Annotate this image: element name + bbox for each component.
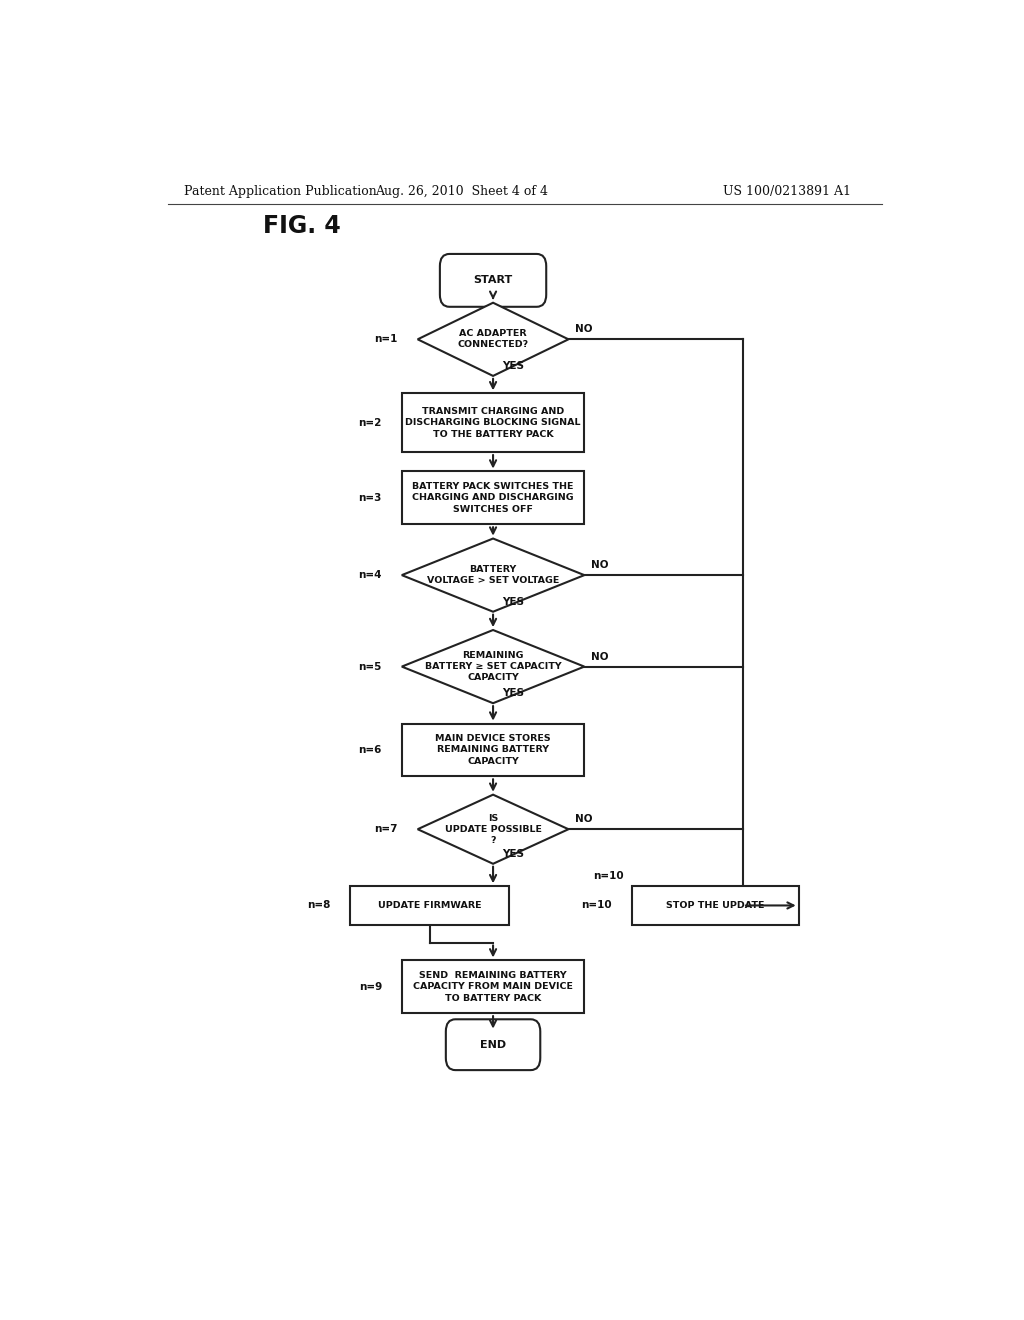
Polygon shape	[418, 302, 568, 376]
Polygon shape	[401, 630, 585, 704]
Text: n=3: n=3	[358, 492, 382, 503]
Text: YES: YES	[503, 849, 524, 859]
Text: n=8: n=8	[307, 900, 331, 911]
Text: REMAINING
BATTERY ≥ SET CAPACITY
CAPACITY: REMAINING BATTERY ≥ SET CAPACITY CAPACIT…	[425, 651, 561, 682]
Text: US 100/0213891 A1: US 100/0213891 A1	[723, 185, 851, 198]
FancyBboxPatch shape	[440, 253, 546, 306]
Text: BATTERY PACK SWITCHES THE
CHARGING AND DISCHARGING
SWITCHES OFF: BATTERY PACK SWITCHES THE CHARGING AND D…	[413, 482, 573, 513]
Text: STOP THE UPDATE: STOP THE UPDATE	[666, 902, 765, 909]
Text: FIG. 4: FIG. 4	[263, 214, 341, 239]
Text: TRANSMIT CHARGING AND
DISCHARGING BLOCKING SIGNAL
TO THE BATTERY PACK: TRANSMIT CHARGING AND DISCHARGING BLOCKI…	[406, 407, 581, 438]
Text: MAIN DEVICE STORES
REMAINING BATTERY
CAPACITY: MAIN DEVICE STORES REMAINING BATTERY CAP…	[435, 734, 551, 766]
Polygon shape	[401, 539, 585, 611]
Text: n=10: n=10	[593, 871, 624, 880]
Text: NO: NO	[591, 652, 608, 661]
FancyBboxPatch shape	[350, 886, 509, 925]
Text: BATTERY
VOLTAGE > SET VOLTAGE: BATTERY VOLTAGE > SET VOLTAGE	[427, 565, 559, 585]
Text: YES: YES	[503, 597, 524, 607]
Text: Aug. 26, 2010  Sheet 4 of 4: Aug. 26, 2010 Sheet 4 of 4	[375, 185, 548, 198]
Text: SEND  REMAINING BATTERY
CAPACITY FROM MAIN DEVICE
TO BATTERY PACK: SEND REMAINING BATTERY CAPACITY FROM MAI…	[413, 970, 573, 1003]
Text: n=1: n=1	[375, 334, 397, 345]
Text: n=2: n=2	[358, 417, 382, 428]
Text: Patent Application Publication: Patent Application Publication	[183, 185, 376, 198]
Text: AC ADAPTER
CONNECTED?: AC ADAPTER CONNECTED?	[458, 329, 528, 350]
Text: NO: NO	[591, 560, 608, 570]
Polygon shape	[418, 795, 568, 863]
FancyBboxPatch shape	[401, 723, 585, 776]
FancyBboxPatch shape	[632, 886, 799, 925]
Text: START: START	[473, 276, 513, 285]
Text: n=9: n=9	[358, 982, 382, 991]
FancyBboxPatch shape	[445, 1019, 541, 1071]
Text: NO: NO	[574, 814, 592, 824]
FancyBboxPatch shape	[401, 393, 585, 453]
Text: NO: NO	[574, 325, 592, 334]
Text: n=4: n=4	[358, 570, 382, 579]
Text: n=10: n=10	[582, 900, 612, 911]
Text: END: END	[480, 1040, 506, 1049]
Text: n=6: n=6	[358, 744, 382, 755]
FancyBboxPatch shape	[401, 961, 585, 1014]
Text: YES: YES	[503, 360, 524, 371]
Text: YES: YES	[503, 688, 524, 698]
Text: n=5: n=5	[358, 661, 382, 672]
Text: IS
UPDATE POSSIBLE
?: IS UPDATE POSSIBLE ?	[444, 813, 542, 845]
FancyBboxPatch shape	[401, 471, 585, 524]
Text: UPDATE FIRMWARE: UPDATE FIRMWARE	[378, 902, 481, 909]
Text: n=7: n=7	[375, 824, 397, 834]
